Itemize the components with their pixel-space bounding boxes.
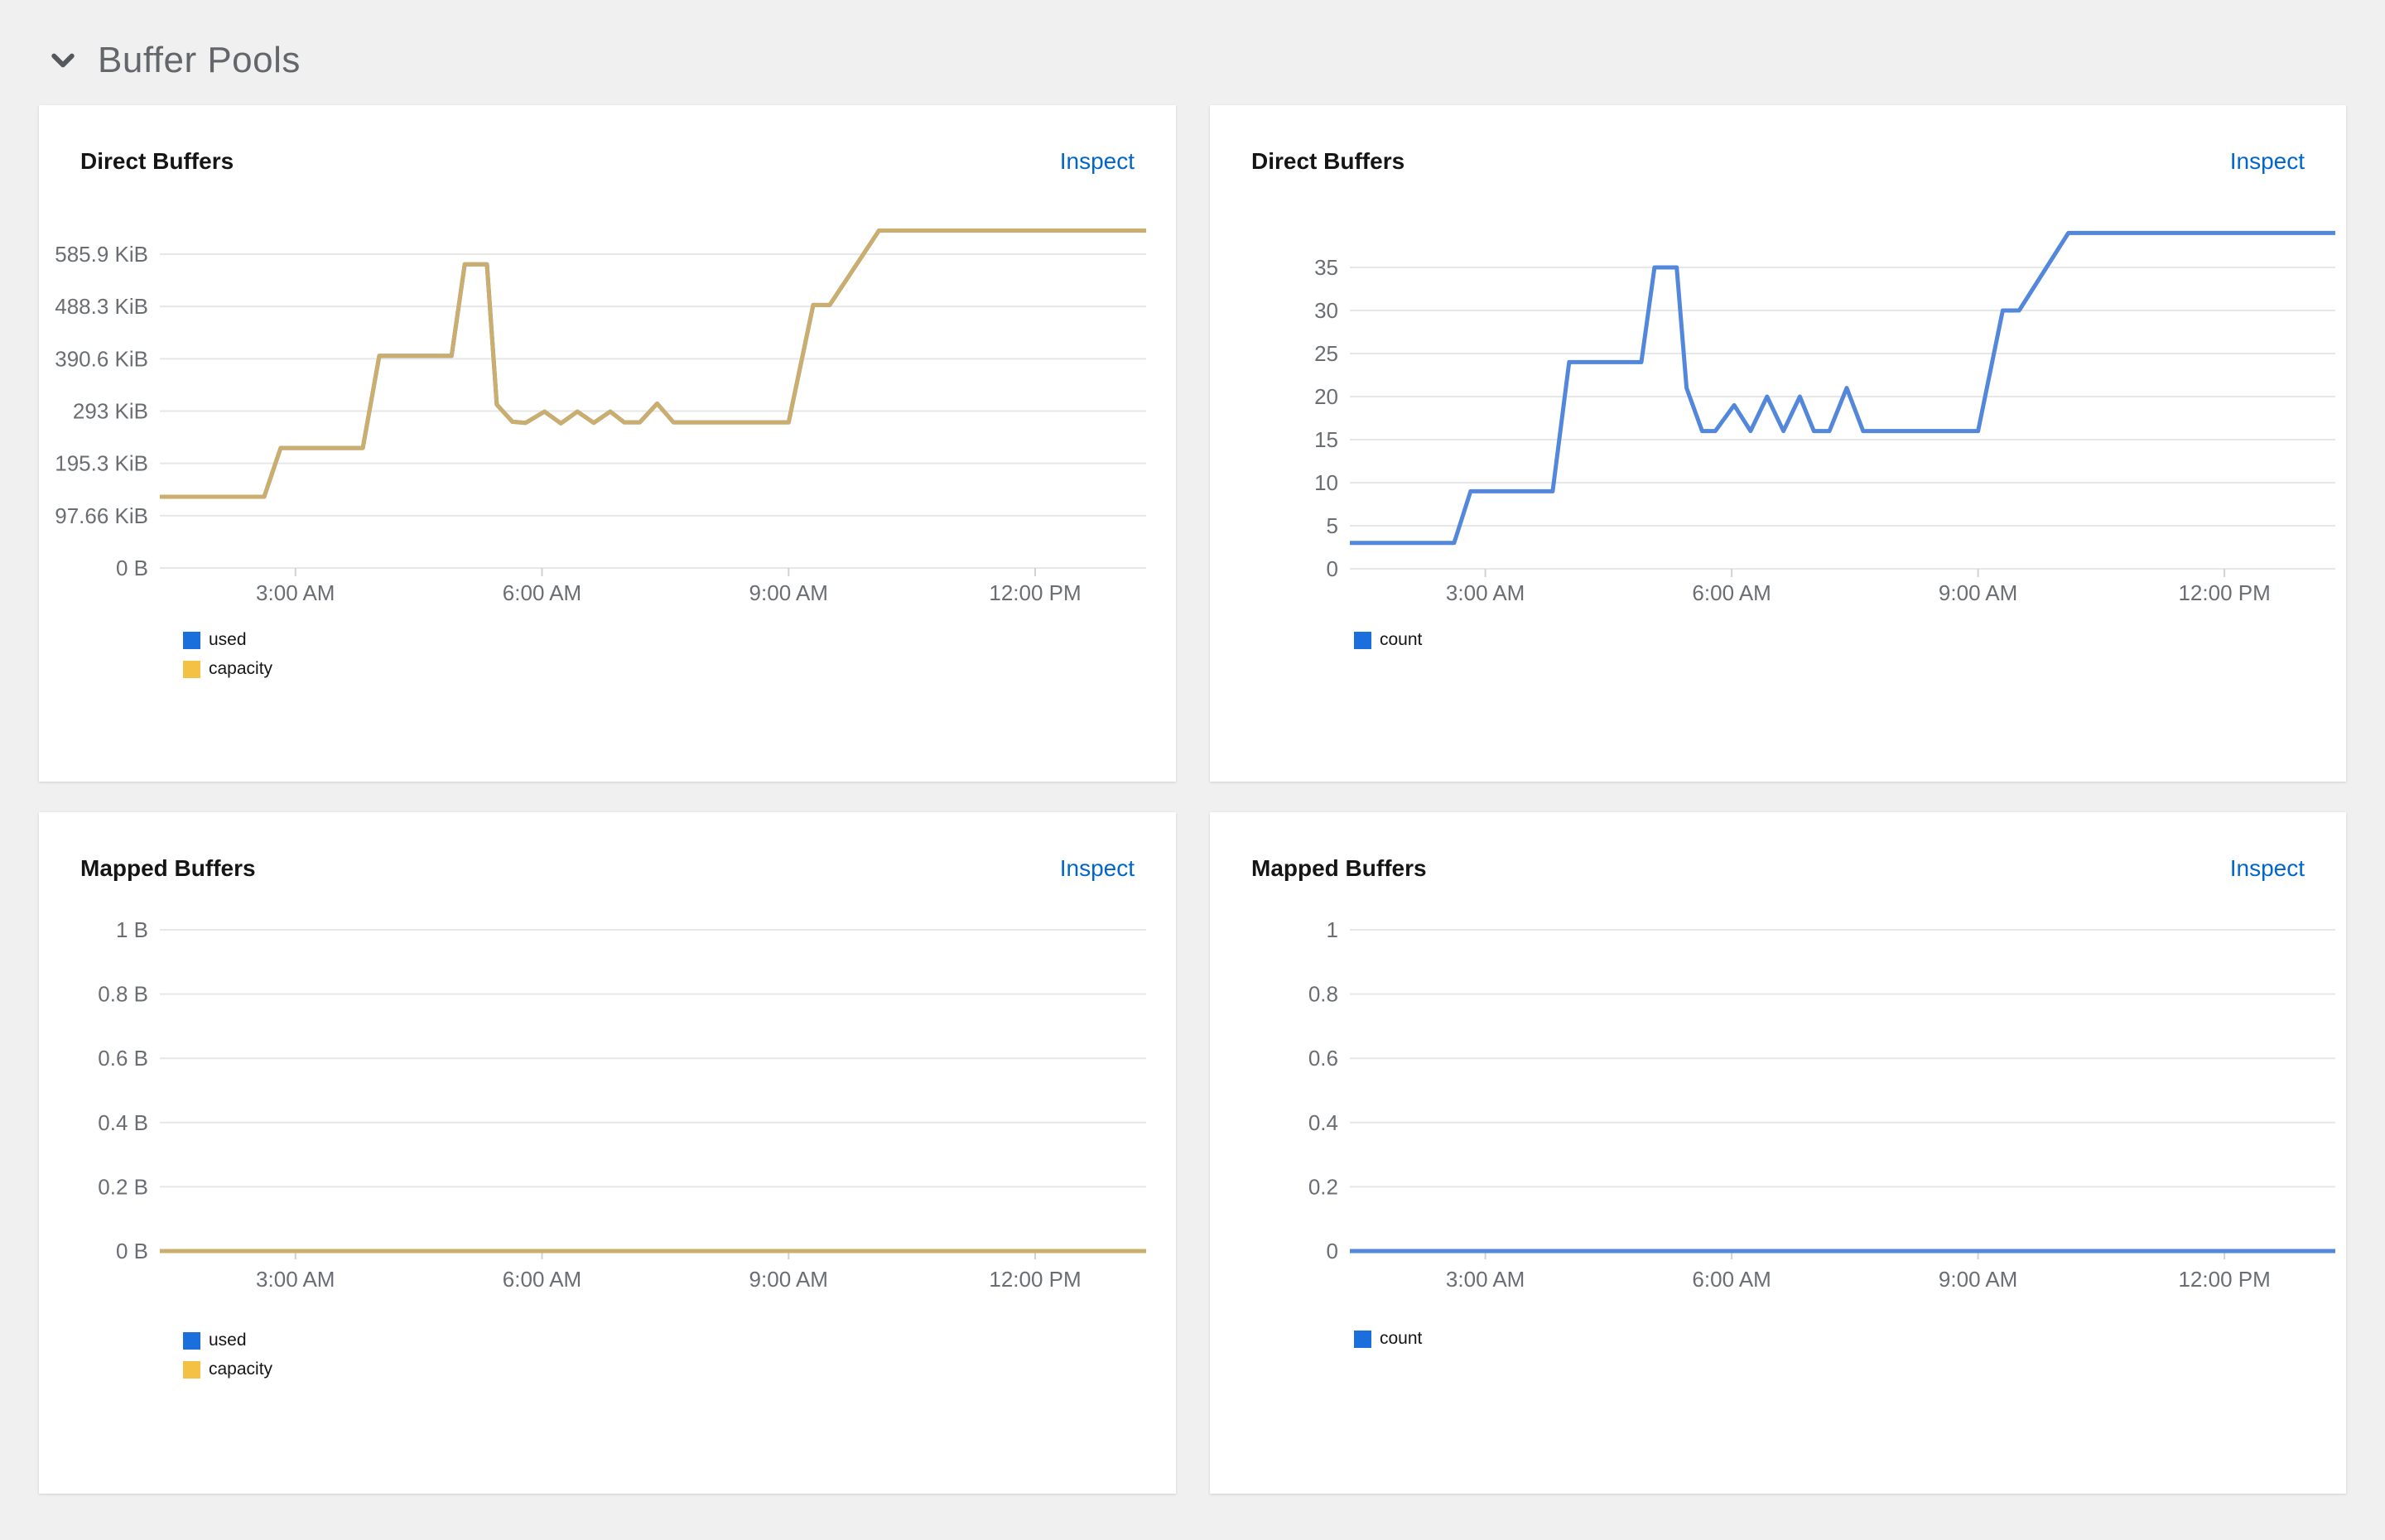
card-title: Direct Buffers [80,148,234,174]
section-title: Buffer Pools [98,40,301,80]
legend-swatch-capacity [183,660,200,678]
x-axis-tick-label: 9:00 AM [749,1267,828,1292]
y-axis-tick-label: 15 [1314,427,1338,452]
y-axis-tick-label: 0.8 B [98,982,148,1007]
chevron-down-icon[interactable] [48,46,78,75]
legend-swatch-used [183,1331,200,1350]
legend-swatch-used [183,631,200,649]
y-axis-tick-label: 25 [1314,341,1338,366]
chart-legend: count [1354,1329,1422,1349]
chart-legend: used capacity [183,630,272,679]
card-direct-buffers-bytes: 585.9 KiB 488.3 KiB 390.6 KiB 293 KiB 195.3 … [39,105,1176,782]
x-axis-tick-label: 6:00 AM [1692,580,1771,605]
legend-item-used[interactable]: used [183,1331,272,1350]
chart-legend: used capacity [183,1331,272,1379]
legend-label: capacity [209,1360,273,1379]
y-axis-tick-label: 195.3 KiB [55,451,148,476]
legend-swatch-count [1354,631,1371,649]
legend-item-count[interactable]: count [1354,1329,1422,1349]
card-title: Direct Buffers [1251,148,1405,174]
card-direct-buffers-count: 35 30 25 20 15 10 5 0 3:00 AM 6:00 AM 9:00 AM 12:00… [1210,105,2346,782]
x-axis-tick-label: 3:00 AM [256,1267,335,1292]
y-axis-tick-label: 0 B [116,556,148,580]
x-axis-tick-label: 9:00 AM [1939,580,2017,605]
y-axis-tick-label: 1 B [116,917,148,942]
series-line-capacity [160,229,1146,499]
y-axis-tick-label: 1 [1327,917,1338,942]
legend-label: capacity [209,659,273,678]
y-axis-tick-label: 0.4 [1308,1110,1338,1135]
y-axis-tick-label: 35 [1314,255,1338,280]
chart-canvas-direct-buffers-count: 35 30 25 20 15 10 5 0 3:00 AM 6:00 AM 9:00 AM 12:00… [1314,230,2335,605]
series-line-used [160,229,1146,499]
card-mapped-buffers-count: 1 0.8 0.6 0.4 0.2 0 3:00 AM 6:00 AM 9:00 AM 12:00… [1210,812,2346,1494]
x-axis-tick-label: 3:00 AM [1446,580,1525,605]
legend-label: used [209,630,247,649]
y-axis-tick-label: 0.6 [1308,1046,1338,1071]
y-axis-tick-label: 97.66 KiB [55,503,148,528]
x-axis-tick-label: 9:00 AM [1939,1267,2017,1292]
y-axis-tick-label: 585.9 KiB [55,242,148,267]
card-title: Mapped Buffers [1251,855,1427,881]
y-axis-tick-label: 5 [1327,513,1338,538]
y-axis-tick-label: 390.6 KiB [55,346,148,371]
y-axis-tick-label: 0 B [116,1239,148,1263]
chart-legend: count [1354,630,1422,650]
x-axis-tick-label: 6:00 AM [503,580,581,605]
legend-label: used [209,1331,247,1350]
legend-label: count [1380,630,1423,649]
y-axis-tick-label: 30 [1314,298,1338,323]
x-axis-tick-label: 12:00 PM [2178,580,2270,605]
y-axis-tick-label: 10 [1314,470,1338,495]
y-axis-tick-label: 293 KiB [73,398,148,423]
y-axis-tick-label: 0.6 B [98,1046,148,1071]
legend-item-capacity[interactable]: capacity [183,659,272,679]
y-axis-tick-label: 0 [1327,556,1338,581]
x-axis-tick-label: 3:00 AM [1446,1267,1525,1292]
legend-swatch-capacity [183,1360,200,1379]
legend-swatch-count [1354,1330,1371,1348]
section-header-buffer-pools[interactable]: Buffer Pools [48,40,301,81]
chart-canvas-direct-buffers-bytes: 585.9 KiB 488.3 KiB 390.6 KiB 293 KiB 195.3 … [55,229,1146,605]
inspect-link[interactable]: Inspect [1059,855,1135,881]
y-axis-tick-label: 0.2 [1308,1174,1338,1199]
chart-canvas-mapped-buffers-bytes: 1 B 0.8 B 0.6 B 0.4 B 0.2 B 0 B 3:00 AM 6:00 AM… [98,917,1146,1292]
x-axis-tick-label: 12:00 PM [989,580,1081,605]
card-mapped-buffers-bytes: 1 B 0.8 B 0.6 B 0.4 B 0.2 B 0 B 3:00 AM 6:00 AM… [39,812,1176,1494]
x-axis-tick-label: 12:00 PM [989,1267,1081,1292]
legend-label: count [1380,1329,1423,1348]
x-axis-tick-label: 9:00 AM [749,580,828,605]
y-axis-tick-label: 20 [1314,384,1338,409]
x-axis-tick-label: 3:00 AM [256,580,335,605]
y-axis-tick-label: 0 [1327,1239,1338,1263]
y-axis-tick-label: 0.8 [1308,982,1338,1007]
inspect-link[interactable]: Inspect [2229,148,2305,174]
y-axis-tick-label: 488.3 KiB [55,294,148,319]
legend-item-count[interactable]: count [1354,630,1422,650]
legend-item-used[interactable]: used [183,630,272,650]
card-title: Mapped Buffers [80,855,256,881]
series-line-count [1350,230,2335,546]
y-axis-tick-label: 0.4 B [98,1110,148,1135]
inspect-link[interactable]: Inspect [1059,148,1135,174]
x-axis-tick-label: 6:00 AM [503,1267,581,1292]
chart-canvas-mapped-buffers-count: 1 0.8 0.6 0.4 0.2 0 3:00 AM 6:00 AM 9:00 AM 12:00… [1308,917,2335,1292]
legend-item-capacity[interactable]: capacity [183,1360,272,1379]
y-axis-tick-label: 0.2 B [98,1174,148,1199]
x-axis-tick-label: 6:00 AM [1692,1267,1771,1292]
x-axis-tick-label: 12:00 PM [2178,1267,2270,1292]
inspect-link[interactable]: Inspect [2229,855,2305,881]
